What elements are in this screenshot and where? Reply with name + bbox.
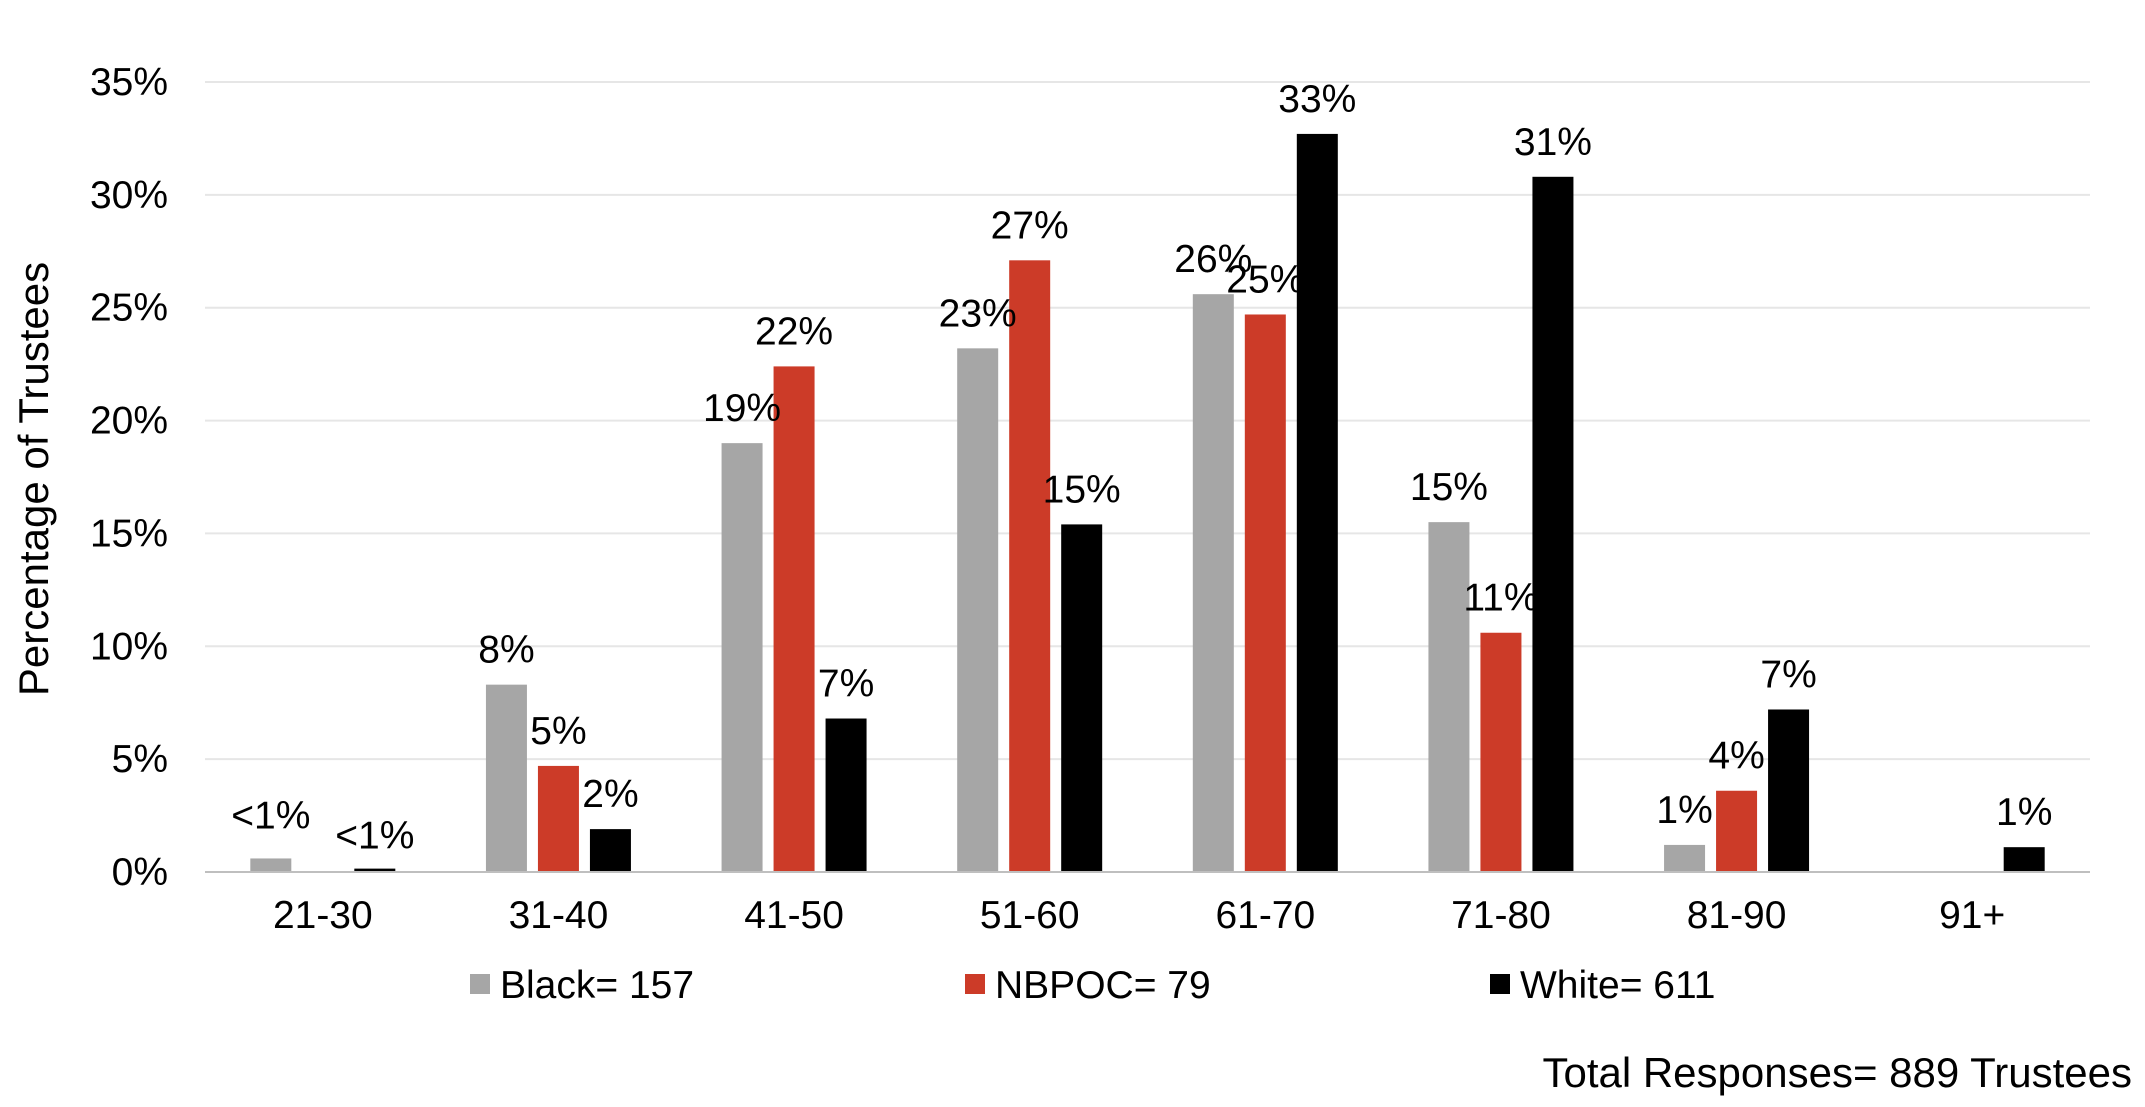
legend-label: White= 611 [1520, 964, 1715, 1007]
bar [1192, 294, 1234, 873]
data-label: 1% [1996, 791, 2052, 834]
bar [1061, 524, 1103, 872]
data-label: 19% [703, 387, 781, 430]
bar [2003, 847, 2045, 872]
data-label: 15% [1043, 468, 1121, 511]
x-axis-categories: 21-30 31-40 41-50 51-60 61-70 71-80 81-90 91+ [273, 894, 2005, 937]
bar [1428, 522, 1470, 872]
y-tick-label: 20% [90, 400, 168, 443]
data-label: 22% [755, 310, 833, 353]
bar [957, 348, 999, 872]
data-label: 8% [478, 629, 534, 672]
bar [537, 765, 579, 872]
y-axis-label: Percentage of Trustees [10, 262, 57, 696]
bar [250, 858, 292, 872]
data-labels: <1% <1% 8% 5% 2% 19% 22% 7% 23% 27% 15% 26%25% 33% 15… [231, 78, 2052, 858]
x-tick-label: 61-70 [1215, 894, 1315, 937]
y-tick-label: 5% [112, 738, 168, 781]
bar [485, 684, 527, 872]
data-label: 27% [991, 204, 1069, 247]
data-label: 7% [1760, 653, 1816, 696]
bar [1716, 790, 1758, 872]
bar [1768, 709, 1810, 872]
bar [1009, 260, 1051, 872]
data-label: 1% [1656, 789, 1712, 832]
gridlines [205, 81, 2090, 761]
bar [1664, 844, 1706, 872]
legend: Black= 157 NBPOC= 79 White= 611 [470, 964, 1715, 1007]
data-label: 11% [1463, 577, 1538, 620]
x-tick-label: 31-40 [509, 894, 609, 937]
data-label: 7% [818, 663, 874, 706]
x-tick-label: 71-80 [1451, 894, 1551, 937]
x-tick-label: 21-30 [273, 894, 373, 937]
y-axis-ticks: 0% 5% 10% 15% 20% 25% 30% 35% [90, 61, 168, 894]
bar [1532, 176, 1574, 873]
y-tick-label: 15% [90, 512, 168, 555]
data-label: 2% [582, 773, 638, 816]
legend-swatch [965, 974, 985, 994]
data-label: <1% [231, 794, 310, 837]
legend-label: NBPOC= 79 [995, 964, 1211, 1007]
y-tick-label: 10% [90, 625, 168, 668]
bar [773, 366, 815, 872]
data-label: 26% [1174, 238, 1252, 281]
data-label: 23% [939, 292, 1017, 335]
bar [1244, 314, 1286, 872]
y-tick-label: 0% [112, 851, 168, 894]
data-label: 25% [1226, 258, 1304, 301]
bar [589, 829, 631, 872]
legend-swatch [470, 974, 490, 994]
data-label: 4% [1708, 735, 1764, 778]
legend-swatch [1490, 974, 1510, 994]
total-responses-note: Total Responses= 889 Trustees [1542, 1049, 2132, 1096]
data-label: 15% [1410, 466, 1488, 509]
y-tick-label: 25% [90, 287, 168, 330]
bar [825, 718, 867, 872]
legend-label: Black= 157 [500, 964, 694, 1007]
data-label: 5% [530, 710, 586, 753]
data-label: <1% [335, 815, 414, 858]
x-tick-label: 81-90 [1687, 894, 1787, 937]
bar [1296, 133, 1338, 872]
bars [250, 133, 2045, 873]
x-tick-label: 41-50 [744, 894, 844, 937]
bar [1480, 632, 1522, 872]
data-label: 31% [1514, 121, 1592, 164]
y-tick-label: 35% [90, 61, 168, 104]
x-tick-label: 51-60 [980, 894, 1080, 937]
x-tick-label: 91+ [1939, 894, 2005, 937]
bar [721, 443, 763, 872]
data-label: 33% [1278, 78, 1356, 121]
y-tick-label: 30% [90, 174, 168, 217]
bar [354, 868, 396, 872]
